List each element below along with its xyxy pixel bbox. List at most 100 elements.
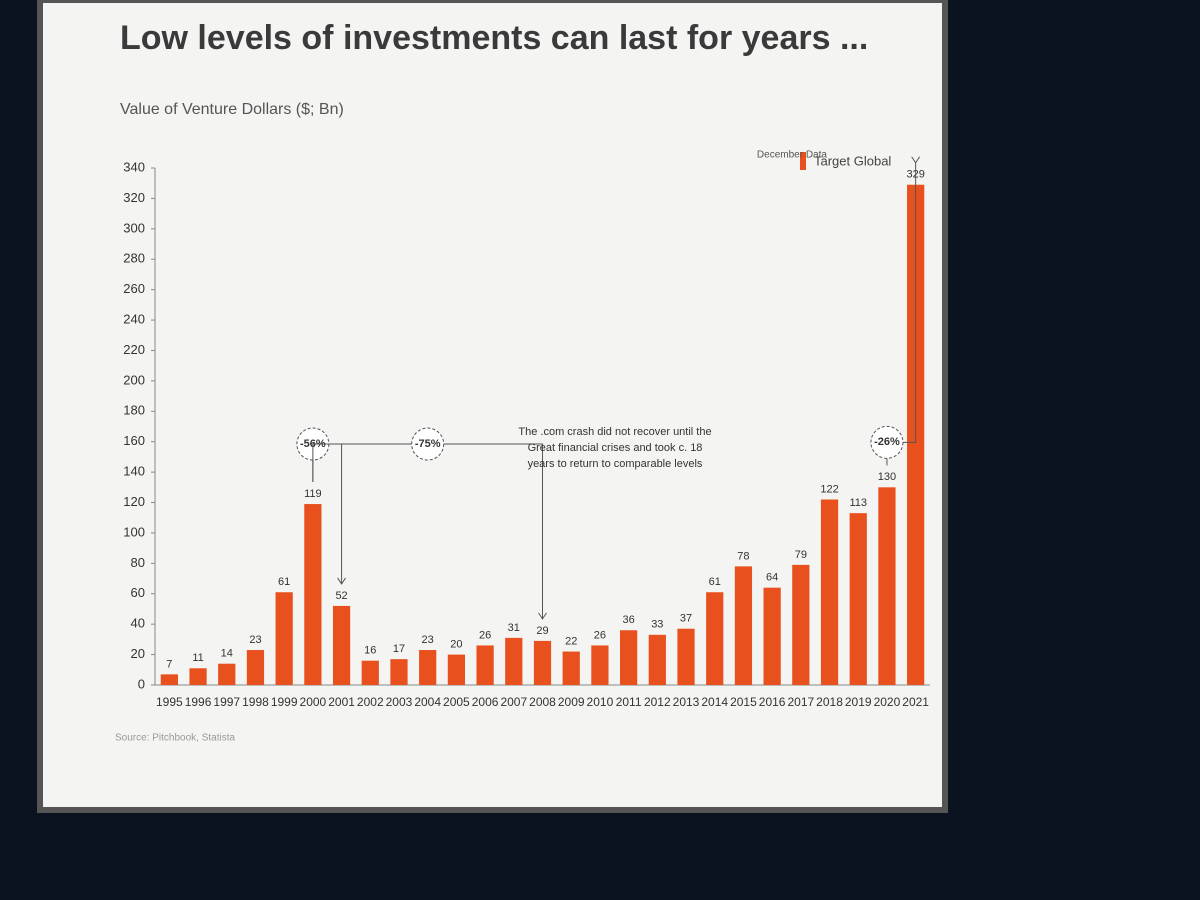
y-tick-label: 120 <box>123 494 145 509</box>
chart-title: Low levels of investments can last for y… <box>120 19 868 57</box>
subtitle: Value of Venture Dollars ($; Bn) <box>120 101 344 118</box>
y-tick-label: 260 <box>123 281 145 296</box>
x-tick-label: 2019 <box>845 695 872 709</box>
slide <box>37 0 948 813</box>
brand-logo <box>800 152 806 170</box>
bar <box>648 634 666 685</box>
value-label: 20 <box>450 638 462 650</box>
y-tick-label: 280 <box>123 251 145 266</box>
bar <box>878 487 896 685</box>
source: Source: Pitchbook, Statista <box>115 733 236 744</box>
x-tick-label: 2001 <box>328 695 355 709</box>
x-tick-label: 2011 <box>616 695 642 709</box>
value-label: 52 <box>335 590 347 602</box>
value-label: 23 <box>249 634 261 646</box>
x-tick-label: 2006 <box>472 695 499 709</box>
x-tick-label: 2003 <box>386 695 413 709</box>
value-label: 113 <box>849 497 867 509</box>
y-tick-label: 40 <box>131 616 145 631</box>
x-tick-label: 2009 <box>558 695 585 709</box>
value-label: 11 <box>192 652 203 664</box>
bar <box>189 668 207 685</box>
value-label: 61 <box>709 576 721 588</box>
annotation-note: The .com crash did not recover until the… <box>518 426 712 470</box>
arrow-head <box>538 612 547 620</box>
bar <box>849 513 867 685</box>
annotation: December Data <box>757 149 827 160</box>
bar <box>304 504 322 685</box>
value-label: 122 <box>820 483 838 495</box>
bar <box>361 660 379 685</box>
x-tick-label: 2018 <box>816 695 843 709</box>
value-label: 64 <box>766 572 778 584</box>
y-tick-label: 80 <box>131 555 145 570</box>
y-tick-label: 320 <box>123 190 145 205</box>
y-tick-label: 60 <box>131 585 145 600</box>
y-tick-label: 20 <box>131 646 145 661</box>
bar <box>476 645 494 685</box>
value-label: 17 <box>393 643 405 655</box>
value-label: 23 <box>422 634 434 646</box>
y-tick-label: 300 <box>123 220 145 235</box>
value-label: 14 <box>221 648 233 660</box>
bar <box>706 592 724 685</box>
bar <box>160 674 178 685</box>
bar <box>734 566 753 685</box>
x-tick-label: 2010 <box>587 695 614 709</box>
badge <box>411 427 445 461</box>
y-tick-label: 160 <box>123 433 145 448</box>
y-tick-label: 240 <box>123 311 145 326</box>
x-tick-label: 1997 <box>213 695 240 709</box>
value-label: 130 <box>878 471 896 483</box>
arrow-head <box>337 577 346 585</box>
x-tick-label: 2008 <box>529 695 556 709</box>
value-label: 31 <box>508 622 520 634</box>
x-tick-label: 2021 <box>902 695 929 709</box>
bar <box>792 564 810 685</box>
value-label: 37 <box>680 613 692 625</box>
y-tick-label: 340 <box>123 159 145 174</box>
x-tick-label: 2020 <box>874 695 901 709</box>
y-tick-label: 200 <box>123 372 145 387</box>
value-label: 79 <box>795 549 807 561</box>
bar <box>275 592 293 685</box>
value-label: 33 <box>651 619 663 631</box>
x-tick-label: 1999 <box>271 695 298 709</box>
y-tick-label: 100 <box>123 524 145 539</box>
x-tick-label: 2005 <box>443 695 470 709</box>
bar <box>677 628 695 685</box>
y-tick-label: 180 <box>123 403 145 418</box>
x-tick-label: 2000 <box>300 695 327 709</box>
bar <box>562 651 580 685</box>
x-tick-label: 2014 <box>701 695 728 709</box>
arrow-head <box>911 156 921 164</box>
badge <box>870 425 904 459</box>
bar <box>419 650 437 685</box>
value-label: 61 <box>278 576 290 588</box>
value-label: 26 <box>594 629 606 641</box>
bar <box>218 663 236 685</box>
annotation: -75% <box>415 438 441 450</box>
bar <box>591 645 609 685</box>
x-tick-label: 2007 <box>500 695 527 709</box>
value-label: 36 <box>622 614 634 626</box>
brand: Target Global <box>814 153 891 168</box>
x-tick-label: 2016 <box>759 695 786 709</box>
x-tick-label: 2017 <box>787 695 814 709</box>
x-tick-label: 2015 <box>730 695 757 709</box>
bar <box>820 499 839 685</box>
annotation: -26% <box>874 436 900 448</box>
value-label: 22 <box>565 635 577 647</box>
bar <box>332 605 351 685</box>
bar <box>505 637 523 685</box>
value-label: 78 <box>737 550 749 562</box>
value-label: 29 <box>536 625 548 637</box>
x-tick-label: 2002 <box>357 695 384 709</box>
value-label: 7 <box>166 658 172 670</box>
bar <box>447 654 465 685</box>
y-tick-label: 0 <box>138 676 145 691</box>
x-tick-label: 1998 <box>242 695 269 709</box>
x-tick-label: 1995 <box>156 695 183 709</box>
